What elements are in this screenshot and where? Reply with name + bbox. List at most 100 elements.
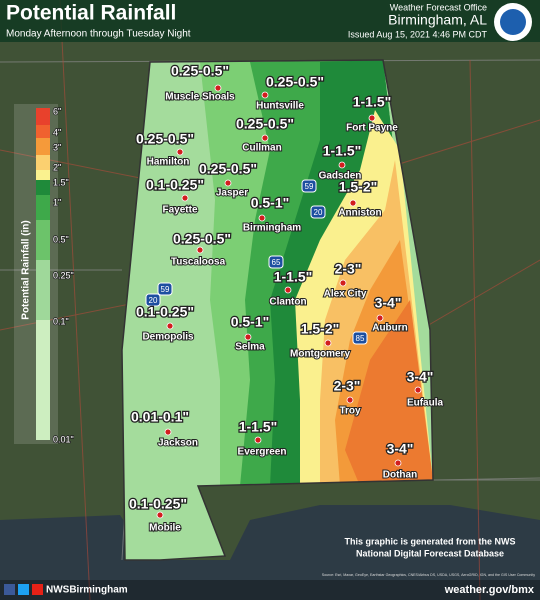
legend-label: 6" bbox=[53, 106, 61, 116]
legend-label: 2" bbox=[53, 162, 61, 172]
city-name: Clanton bbox=[269, 297, 306, 308]
city-dot bbox=[244, 333, 252, 341]
note: National Digital Forecast Database bbox=[356, 548, 504, 558]
legend-swatch bbox=[36, 125, 50, 138]
city-name: Gadsden bbox=[319, 171, 362, 182]
city-name: Anniston bbox=[338, 208, 381, 219]
city-dot bbox=[224, 179, 232, 187]
city-dot bbox=[338, 161, 346, 169]
city-dot bbox=[346, 396, 354, 404]
city-dot bbox=[394, 459, 402, 467]
city-dot bbox=[349, 199, 357, 207]
legend-label: 0.5" bbox=[53, 234, 69, 244]
city-dot bbox=[166, 322, 174, 330]
city-dot bbox=[196, 246, 204, 254]
city-name: Jasper bbox=[216, 188, 248, 199]
rain-amount: 3-4" bbox=[407, 369, 434, 385]
city-dot bbox=[368, 114, 376, 122]
legend-swatch bbox=[36, 195, 50, 220]
website[interactable]: weather.gov/bmx bbox=[444, 584, 535, 596]
city-name: Eufaula bbox=[407, 398, 444, 409]
city-name: Birmingham bbox=[243, 223, 301, 234]
city-dot bbox=[164, 428, 172, 436]
interstate-shield bbox=[352, 331, 368, 345]
city-dot bbox=[181, 194, 189, 202]
legend-label: 1" bbox=[53, 197, 61, 207]
city-dot bbox=[324, 339, 332, 347]
rain-amount: 1-1.5" bbox=[274, 269, 313, 285]
city-name: Demopolis bbox=[142, 332, 194, 343]
city-dot bbox=[254, 436, 262, 444]
city-name: Hamilton bbox=[147, 157, 190, 168]
subtitle: Monday Afternoon through Tuesday Night bbox=[6, 29, 191, 40]
legend-swatch bbox=[36, 180, 50, 195]
city-dot bbox=[176, 148, 184, 156]
rain-amount: 0.01-0.1" bbox=[131, 409, 189, 425]
city-dot bbox=[258, 214, 266, 222]
legend-label: 0.01" bbox=[53, 434, 74, 444]
city-name: Fayette bbox=[162, 205, 197, 216]
city-dot bbox=[339, 279, 347, 287]
interstate-label: 85 bbox=[356, 334, 365, 343]
city-name: Evergreen bbox=[238, 447, 287, 458]
city-dot bbox=[261, 134, 269, 142]
city-name: Mobile bbox=[149, 523, 181, 534]
location: Birmingham, AL bbox=[388, 12, 487, 28]
legend-label: 4" bbox=[53, 127, 61, 137]
city-name: Dothan bbox=[383, 470, 417, 481]
legend-label: 0.25" bbox=[53, 270, 74, 280]
rain-amount: 1-1.5" bbox=[239, 419, 278, 435]
rain-amount: 0.25-0.5" bbox=[171, 63, 229, 79]
interstate-shield bbox=[301, 179, 317, 193]
issued: Issued Aug 15, 2021 4:46 PM CDT bbox=[348, 29, 488, 39]
city-name: Fort Payne bbox=[346, 123, 398, 134]
legend-label: 1.5" bbox=[53, 177, 69, 187]
rain-amount: 0.25-0.5" bbox=[236, 116, 294, 132]
interstate-shield bbox=[157, 282, 173, 296]
note: This graphic is generated from the NWS bbox=[344, 536, 515, 546]
interstate-label: 20 bbox=[149, 296, 158, 305]
interstate-label: 59 bbox=[305, 182, 314, 191]
interstate-shield bbox=[268, 255, 284, 269]
city-name: Montgomery bbox=[290, 349, 350, 360]
social-handle[interactable]: NWSBirmingham bbox=[46, 585, 128, 596]
interstate-label: 59 bbox=[161, 285, 170, 294]
city-name: Auburn bbox=[372, 323, 408, 334]
city-name: Huntsville bbox=[256, 101, 304, 112]
title: Potential Rainfall bbox=[6, 2, 176, 25]
rain-amount: 0.1-0.25" bbox=[129, 496, 187, 512]
rain-amount: 0.25-0.5" bbox=[136, 131, 194, 147]
city-dot bbox=[214, 84, 222, 92]
legend-swatch bbox=[36, 170, 50, 180]
legend-label: 3" bbox=[53, 142, 61, 152]
rain-amount: 0.25-0.5" bbox=[173, 231, 231, 247]
legend-swatch bbox=[36, 220, 50, 260]
interstate-label: 20 bbox=[314, 208, 323, 217]
city-name: Muscle Shoals bbox=[165, 92, 235, 103]
city-name: Alex City bbox=[324, 289, 367, 300]
legend-swatch bbox=[36, 320, 50, 440]
rain-amount: 0.1-0.25" bbox=[136, 304, 194, 320]
legend-swatch bbox=[36, 138, 50, 155]
rain-amount: 1-1.5" bbox=[323, 143, 362, 159]
interstate-label: 65 bbox=[272, 258, 281, 267]
rain-amount: 0.1-0.25" bbox=[146, 177, 204, 193]
interstate-shield bbox=[310, 205, 326, 219]
city-name: Cullman bbox=[242, 143, 281, 154]
city-name: Troy bbox=[339, 406, 361, 417]
city-name: Jackson bbox=[158, 438, 198, 449]
interstate-shield bbox=[145, 293, 161, 307]
rain-amount: 1.5-2" bbox=[339, 179, 378, 195]
rain-amount: 2-3" bbox=[334, 378, 361, 394]
facebook-icon[interactable] bbox=[4, 584, 15, 595]
legend-swatch bbox=[36, 108, 50, 125]
city-dot bbox=[376, 314, 384, 322]
legend-title: Potential Rainfall (in) bbox=[21, 220, 32, 319]
youtube-icon[interactable] bbox=[32, 584, 43, 595]
attribution: Source: Esri, Maxar, GeoEye, Earthstar G… bbox=[322, 573, 536, 577]
twitter-icon[interactable] bbox=[18, 584, 29, 595]
legend-swatch bbox=[36, 155, 50, 170]
rain-amount: 0.25-0.5" bbox=[266, 74, 324, 90]
rain-amount: 1-1.5" bbox=[353, 94, 392, 110]
